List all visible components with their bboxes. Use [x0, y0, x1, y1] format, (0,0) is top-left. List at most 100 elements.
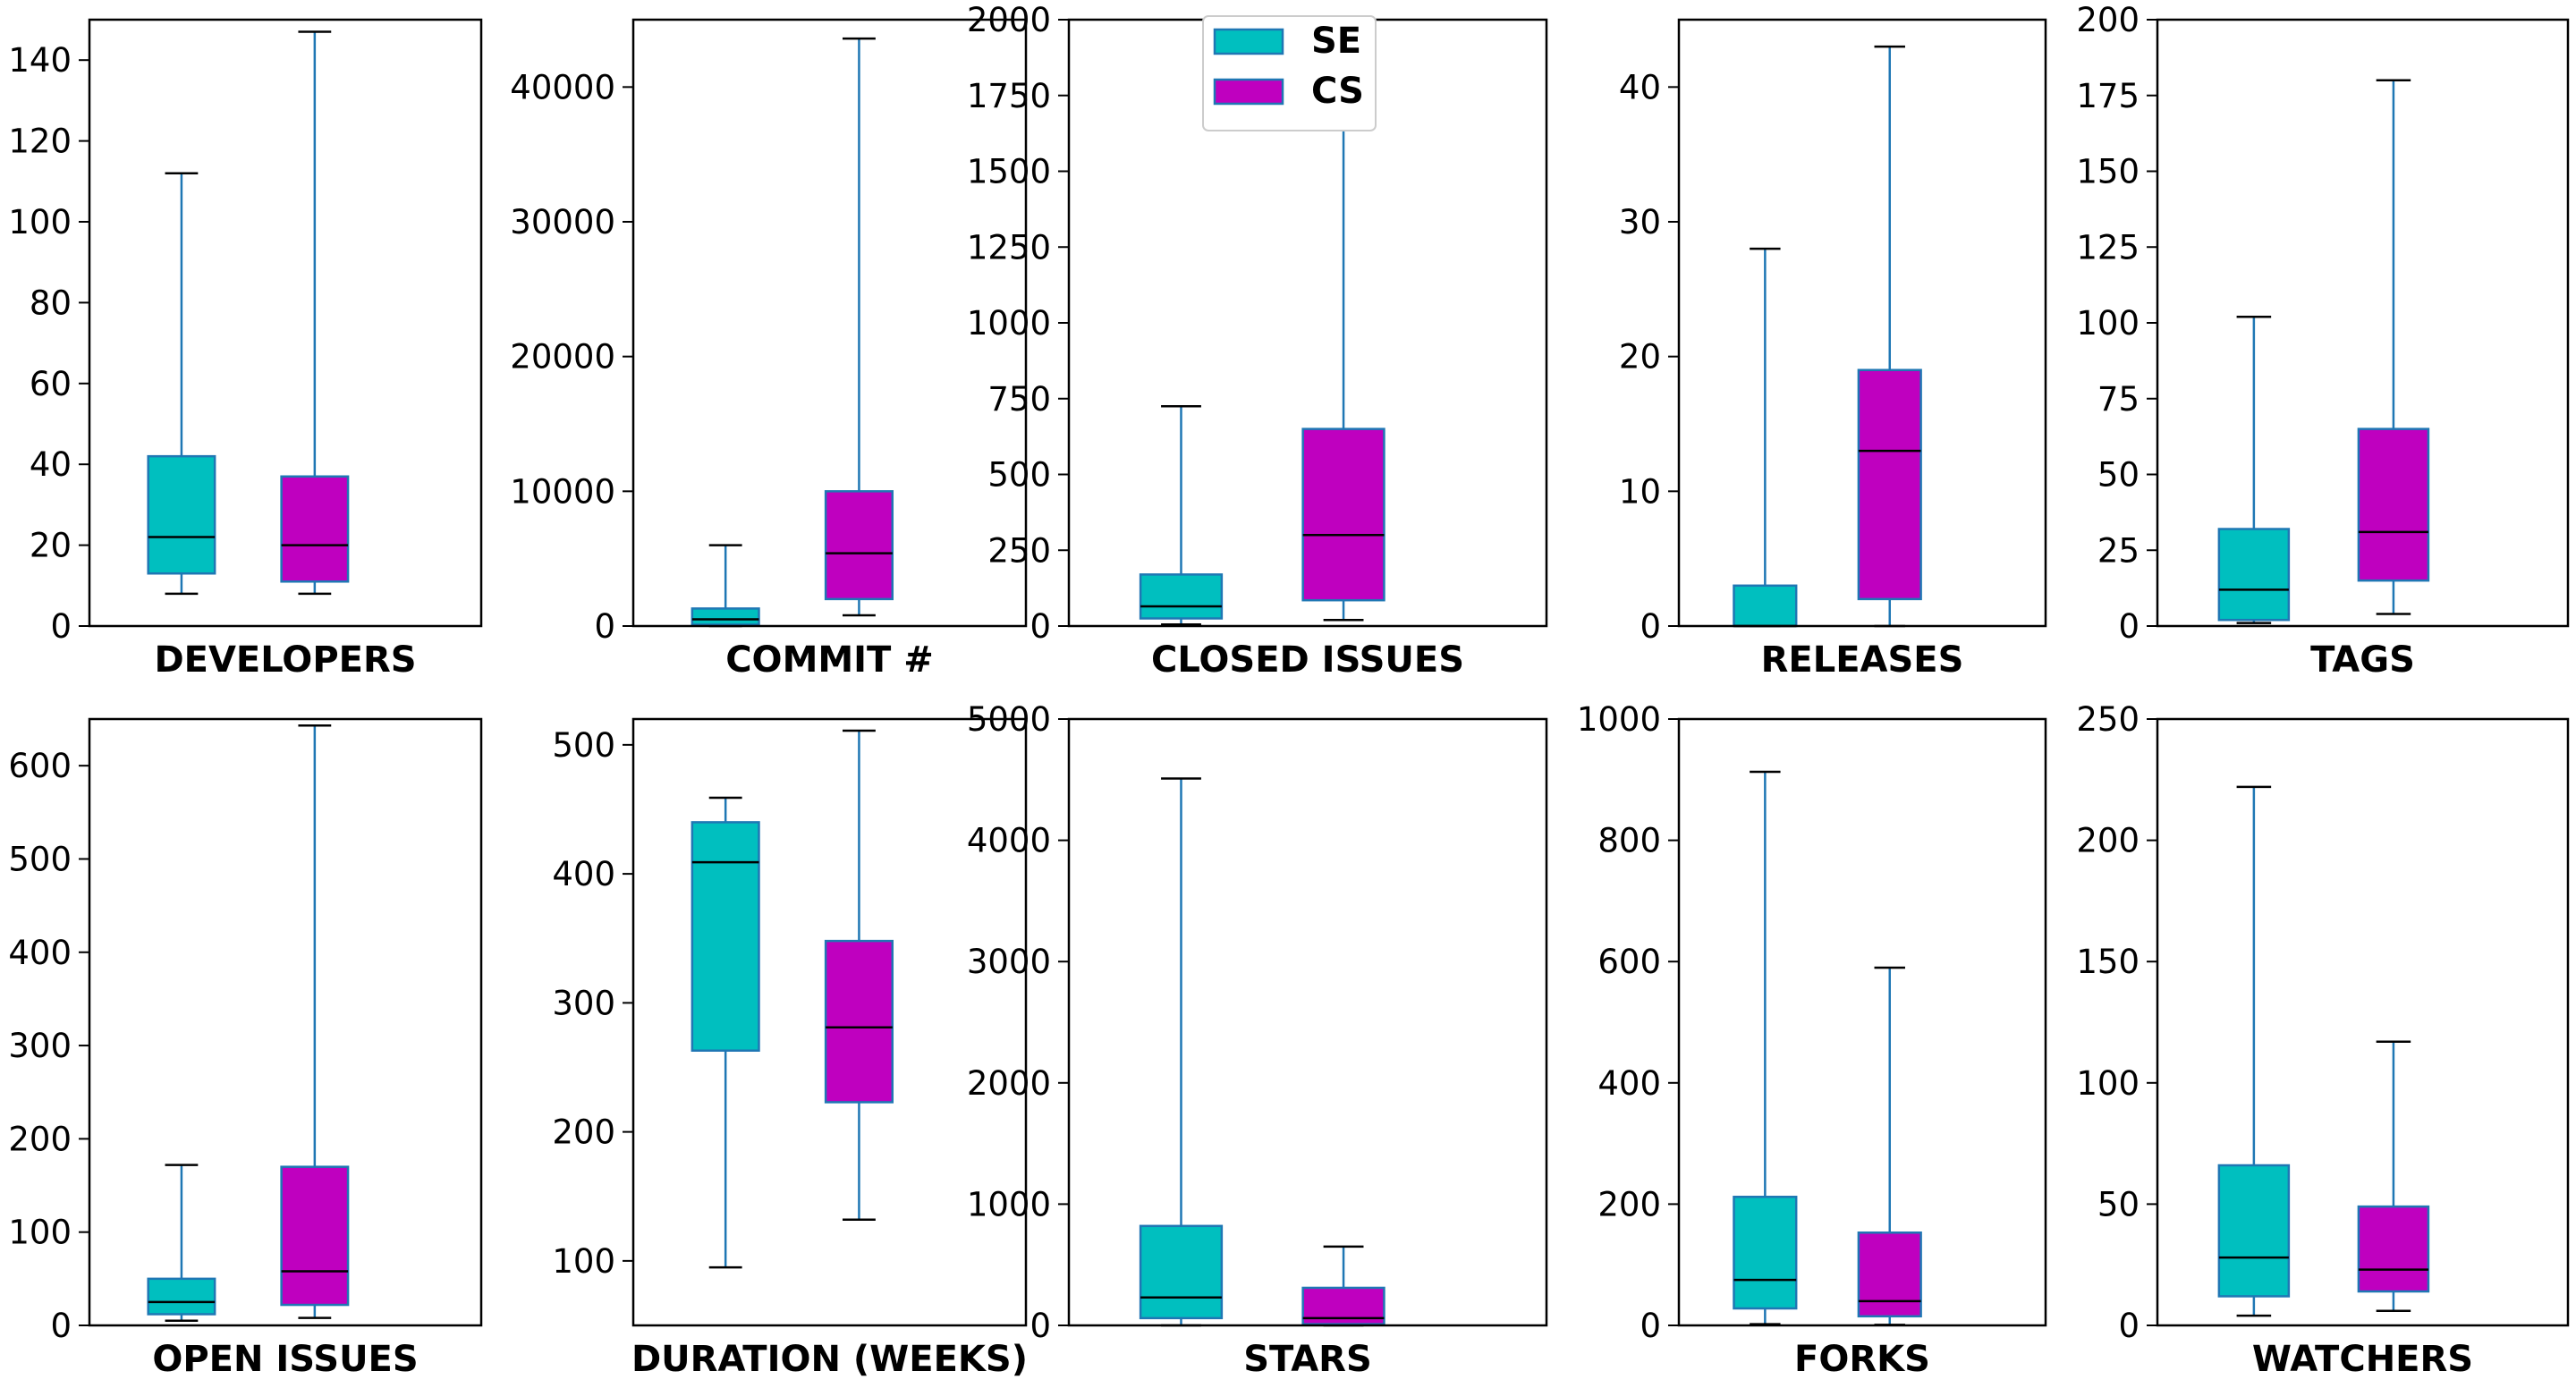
y-tick-label: 500 — [8, 840, 72, 878]
y-tick-label: 80 — [30, 284, 72, 322]
y-tick-label: 50 — [2097, 1185, 2140, 1223]
y-tick-label: 30 — [1619, 203, 1661, 241]
axes-frame — [2156, 18, 2570, 628]
legend: SE CS — [1202, 15, 1377, 131]
cs-box — [824, 939, 894, 1104]
y-tick-label: 750 — [987, 380, 1051, 419]
y-tick-label: 20000 — [510, 338, 615, 377]
y-tick-label: 500 — [987, 456, 1051, 495]
panel-forks: 0 200 400 600 800 1000 FORKS — [1577, 700, 2047, 1380]
panel-developers: 0 20 40 60 80 100 120 140 DEVELOPERS — [8, 18, 483, 681]
y-tick-label: 25 — [2097, 531, 2140, 570]
y-tick-label: 1000 — [967, 1185, 1051, 1223]
y-tick-label: 2000 — [967, 1064, 1051, 1103]
se-box — [1139, 1224, 1224, 1320]
y-tick-label: 150 — [2076, 153, 2140, 191]
axes-frame — [631, 18, 1028, 628]
legend-swatch-se — [1213, 28, 1284, 55]
y-tick-label: 100 — [8, 1214, 72, 1252]
x-axis-label: RELEASES — [1761, 639, 1964, 681]
cs-box — [1857, 1231, 1922, 1318]
x-axis-label: TAGS — [2310, 639, 2415, 681]
x-axis-label: COMMIT # — [725, 639, 934, 681]
cs-box — [280, 1165, 350, 1307]
panel-tags: 0 25 50 75 100 125 150 175 200 TAGS — [2076, 1, 2570, 681]
y-tick-label: 200 — [2076, 1, 2140, 39]
y-tick-label: 300 — [552, 984, 615, 1022]
panel-open-issues: 0 100 200 300 400 500 600 OPEN ISSUES — [8, 717, 483, 1380]
y-tick-label: 120 — [8, 123, 72, 161]
y-tick-label: 20 — [30, 527, 72, 565]
y-tick-label: 600 — [1597, 943, 1661, 981]
y-tick-label: 300 — [8, 1027, 72, 1065]
y-tick-label: 400 — [552, 855, 615, 893]
y-tick-label: 1500 — [967, 153, 1051, 191]
y-tick-label: 0 — [50, 1307, 72, 1345]
legend-label-cs: CS — [1311, 71, 1364, 112]
se-box — [147, 454, 216, 575]
se-box — [691, 821, 760, 1052]
y-tick-label: 125 — [2076, 228, 2140, 267]
legend-label-se: SE — [1311, 21, 1361, 62]
panel-stars: 0 1000 2000 3000 4000 5000 STARS — [967, 700, 1548, 1380]
y-tick-label: 250 — [987, 531, 1051, 570]
y-tick-label: 100 — [2076, 304, 2140, 343]
cs-box — [2357, 1205, 2430, 1293]
se-box — [1139, 573, 1224, 620]
panel-duration-weeks: 100 200 300 400 500 DURATION (WEEKS) — [552, 717, 1028, 1380]
se-box — [1733, 1196, 1798, 1310]
y-tick-label: 5000 — [967, 700, 1051, 739]
y-tick-label: 10 — [1619, 472, 1661, 511]
y-tick-label: 0 — [50, 607, 72, 646]
y-tick-label: 250 — [2076, 700, 2140, 739]
y-tick-label: 60 — [30, 365, 72, 403]
axes-frame — [1677, 717, 2047, 1327]
legend-swatch-cs — [1213, 78, 1284, 106]
x-axis-label: CLOSED ISSUES — [1151, 639, 1464, 681]
y-tick-label: 400 — [8, 934, 72, 972]
se-box — [2217, 1164, 2291, 1298]
y-tick-label: 40000 — [510, 68, 615, 106]
y-tick-label: 100 — [2076, 1064, 2140, 1103]
y-tick-label: 140 — [8, 41, 72, 80]
y-tick-label: 600 — [8, 747, 72, 785]
y-tick-label: 30000 — [510, 203, 615, 241]
y-tick-label: 40 — [1619, 68, 1661, 106]
axes-frame — [1067, 717, 1548, 1327]
y-tick-label: 200 — [1597, 1185, 1661, 1223]
axes-frame — [88, 18, 483, 628]
axes-frame — [1677, 18, 2047, 628]
y-tick-label: 500 — [552, 726, 615, 765]
axes-frame — [631, 717, 1028, 1327]
y-tick-label: 100 — [552, 1242, 615, 1281]
cs-box — [2357, 427, 2430, 582]
y-tick-label: 0 — [1640, 1307, 1661, 1345]
x-axis-label: FORKS — [1794, 1339, 1930, 1380]
y-tick-label: 0 — [2118, 1307, 2140, 1345]
y-tick-label: 1000 — [967, 304, 1051, 343]
y-tick-label: 1750 — [967, 77, 1051, 115]
x-axis-label: OPEN ISSUES — [152, 1339, 418, 1380]
panel-commit: 0 10000 20000 30000 40000 COMMIT # — [510, 18, 1028, 681]
y-tick-label: 0 — [2118, 607, 2140, 646]
x-axis-label: WATCHERS — [2252, 1339, 2473, 1380]
y-tick-label: 200 — [8, 1120, 72, 1158]
y-tick-label: 200 — [552, 1113, 615, 1152]
cs-box — [824, 490, 894, 601]
axes-frame — [88, 717, 483, 1327]
panel-watchers: 0 50 100 150 200 250 WATCHERS — [2076, 700, 2570, 1380]
x-axis-label: DURATION (WEEKS) — [631, 1339, 1028, 1380]
y-tick-label: 1250 — [967, 228, 1051, 267]
y-tick-label: 0 — [1640, 607, 1661, 646]
cs-box — [280, 475, 350, 583]
y-tick-label: 4000 — [967, 822, 1051, 860]
y-tick-label: 200 — [2076, 822, 2140, 860]
y-tick-label: 0 — [1030, 1307, 1051, 1345]
cs-box — [1301, 427, 1385, 602]
y-tick-label: 40 — [30, 445, 72, 484]
se-box — [1733, 584, 1798, 628]
y-tick-label: 3000 — [967, 943, 1051, 981]
axes-frame — [2156, 717, 2570, 1327]
y-tick-label: 50 — [2097, 456, 2140, 495]
